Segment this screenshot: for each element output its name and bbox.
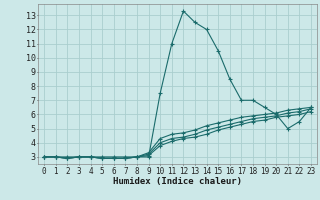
X-axis label: Humidex (Indice chaleur): Humidex (Indice chaleur)	[113, 177, 242, 186]
